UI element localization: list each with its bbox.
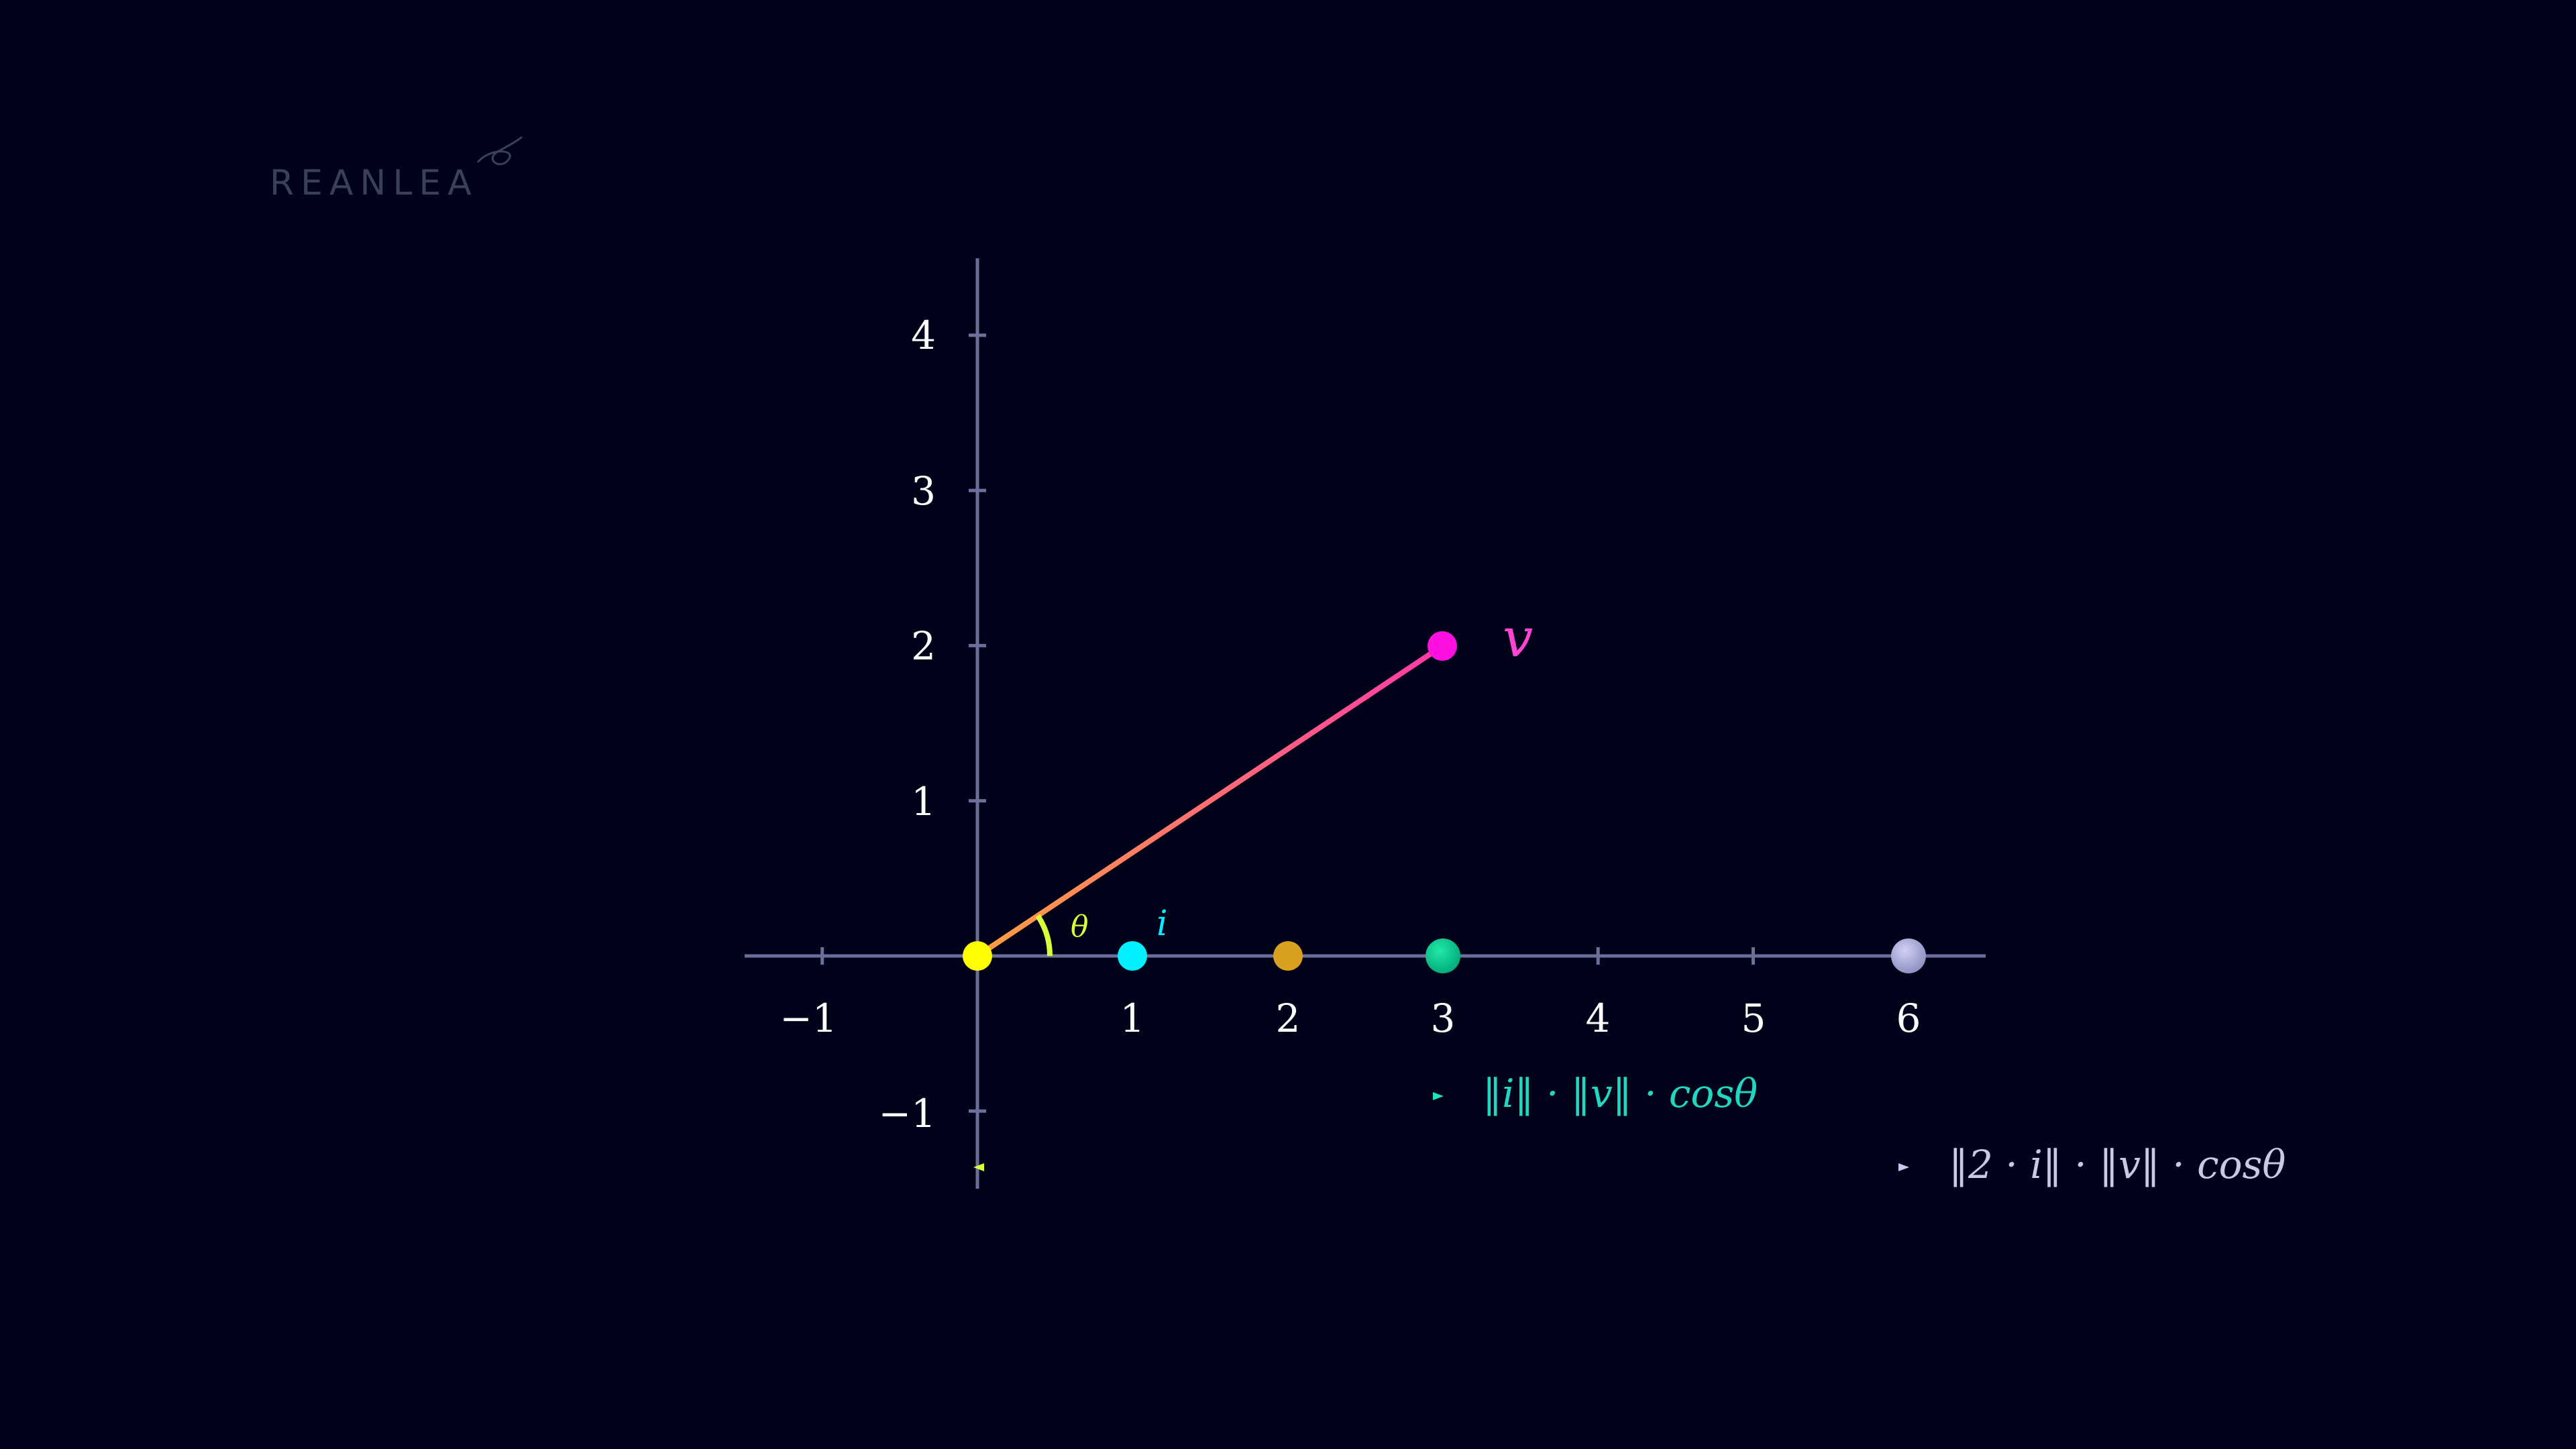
- projection-2i-left-arrowhead-icon: [973, 1163, 984, 1171]
- x-tick-label: 2: [1276, 996, 1301, 1041]
- projection-i-label: ‖i‖ · ‖v‖ · cosθ: [1483, 1071, 1758, 1116]
- axes: [745, 258, 1986, 1189]
- unit-i-point: [1118, 941, 1147, 971]
- projection-2i: ‖2 · i‖ · ‖v‖ · cosθ: [973, 1142, 2286, 1187]
- x-tick-label: 1: [1120, 996, 1145, 1041]
- origin-point: [963, 941, 992, 971]
- x-tick-labels: −1 1 2 3 4 5 6: [780, 996, 1921, 1041]
- x-tick-label: −1: [780, 996, 837, 1041]
- unit-i-label: i: [1157, 904, 1168, 944]
- y-tick-label: 1: [911, 779, 936, 824]
- points: [963, 631, 1926, 973]
- y-tick-label: −1: [879, 1091, 936, 1136]
- scaled-projection-point: [1891, 938, 1926, 973]
- projection-2i-right-arrowhead-icon: [1898, 1163, 1909, 1171]
- reanlea-logo: REANLEA: [270, 136, 523, 203]
- logo-swirl-icon: [476, 136, 523, 166]
- y-tick-label: 3: [911, 468, 936, 514]
- two-i-point: [1273, 941, 1303, 971]
- vector-v-line: [975, 643, 1445, 959]
- y-tick-label: 4: [911, 313, 936, 358]
- angle-theta-label: θ: [1071, 910, 1089, 944]
- y-tick-label: 2: [911, 623, 936, 669]
- y-tick-labels: −1 1 2 3 4: [879, 313, 936, 1136]
- projection-2i-label: ‖2 · i‖ · ‖v‖ · cosθ: [1949, 1142, 2286, 1187]
- x-tick-label: 3: [1431, 996, 1456, 1041]
- vector-v-label: v: [1503, 606, 1533, 669]
- vector-v-tip-point: [1428, 631, 1457, 661]
- y-ticks: [969, 333, 986, 1113]
- logo-text: REANLEA: [270, 163, 478, 203]
- projection-point: [1426, 938, 1460, 973]
- x-tick-label: 5: [1741, 996, 1766, 1041]
- angle-arc: [1035, 914, 1053, 957]
- x-tick-label: 4: [1586, 996, 1611, 1041]
- projection-i: ‖i‖ · ‖v‖ · cosθ: [977, 1071, 1758, 1116]
- projection-i-arrowhead-icon: [1433, 1092, 1444, 1100]
- x-tick-label: 6: [1896, 996, 1921, 1041]
